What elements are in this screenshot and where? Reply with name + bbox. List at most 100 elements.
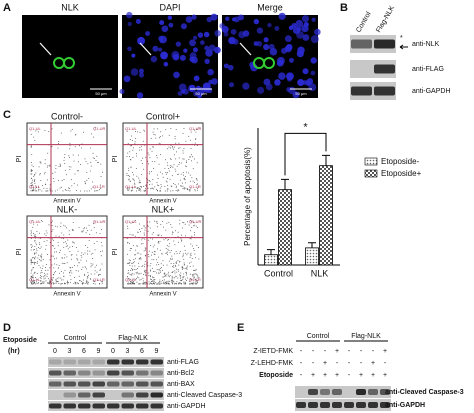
event <box>134 186 136 188</box>
blot-band <box>107 381 120 387</box>
event <box>37 257 39 259</box>
nucleus <box>286 43 293 51</box>
event <box>30 270 32 272</box>
nucleus <box>253 18 260 25</box>
event <box>137 267 139 269</box>
event <box>130 278 132 280</box>
nucleus <box>152 45 159 52</box>
event <box>100 251 102 253</box>
event <box>60 132 62 134</box>
event <box>92 157 94 159</box>
event <box>43 173 45 175</box>
event <box>142 265 144 267</box>
event <box>30 230 32 232</box>
event <box>86 253 88 255</box>
event <box>157 241 159 243</box>
event <box>45 235 47 237</box>
event <box>140 160 142 162</box>
event <box>158 234 160 236</box>
event <box>32 280 34 282</box>
event <box>193 182 195 184</box>
event <box>38 166 40 168</box>
event <box>58 141 60 143</box>
event <box>180 274 182 276</box>
blot-strip <box>48 379 164 389</box>
event <box>58 265 60 267</box>
event <box>34 179 36 181</box>
event <box>168 246 170 248</box>
event <box>36 283 38 285</box>
event <box>178 282 180 284</box>
event <box>40 259 42 261</box>
event <box>185 272 187 274</box>
nucleus <box>127 21 132 27</box>
sign: + <box>383 348 387 355</box>
event <box>170 258 172 260</box>
event <box>131 247 133 249</box>
event <box>164 185 166 187</box>
event <box>186 254 188 256</box>
event <box>162 282 164 284</box>
event <box>171 233 173 235</box>
event <box>194 253 196 255</box>
blot-band <box>107 403 120 409</box>
event <box>196 162 198 164</box>
event <box>139 149 141 151</box>
event <box>165 247 167 249</box>
event <box>61 271 63 273</box>
event <box>63 275 65 277</box>
event <box>166 245 168 247</box>
event <box>61 282 63 284</box>
event <box>162 264 164 266</box>
nucleus <box>288 57 294 63</box>
event <box>132 221 134 223</box>
event <box>178 189 180 191</box>
event <box>175 230 177 232</box>
event <box>173 240 175 242</box>
event <box>33 189 35 191</box>
event <box>127 263 129 265</box>
event <box>81 280 83 282</box>
event <box>81 230 83 232</box>
event <box>178 147 180 149</box>
event <box>149 184 151 186</box>
event <box>64 163 66 165</box>
event <box>34 248 36 250</box>
event <box>171 275 173 277</box>
event <box>154 161 156 163</box>
event <box>175 265 177 267</box>
event <box>65 189 67 191</box>
event <box>196 179 198 181</box>
event <box>180 277 182 279</box>
column-label: Flag-NLK <box>375 5 396 34</box>
event <box>141 149 143 151</box>
event <box>76 184 78 186</box>
significance: * <box>303 121 308 133</box>
event <box>189 273 191 275</box>
blot-band <box>136 370 149 376</box>
event <box>184 252 186 254</box>
event <box>135 279 137 281</box>
event <box>129 175 131 177</box>
event <box>78 262 80 264</box>
event <box>179 223 181 225</box>
event <box>177 260 179 262</box>
event <box>157 189 159 191</box>
event <box>44 233 46 235</box>
event <box>94 266 96 268</box>
event <box>97 162 99 164</box>
event <box>182 185 184 187</box>
event <box>62 257 64 259</box>
event <box>178 164 180 166</box>
event <box>134 183 136 185</box>
event <box>190 252 192 254</box>
event <box>99 233 101 235</box>
event <box>45 190 47 192</box>
event <box>32 226 34 228</box>
arrow <box>139 42 152 56</box>
blot-band <box>344 402 354 408</box>
blot-band <box>49 403 62 409</box>
nucleus <box>193 75 200 82</box>
event <box>182 256 184 258</box>
event <box>151 161 153 163</box>
